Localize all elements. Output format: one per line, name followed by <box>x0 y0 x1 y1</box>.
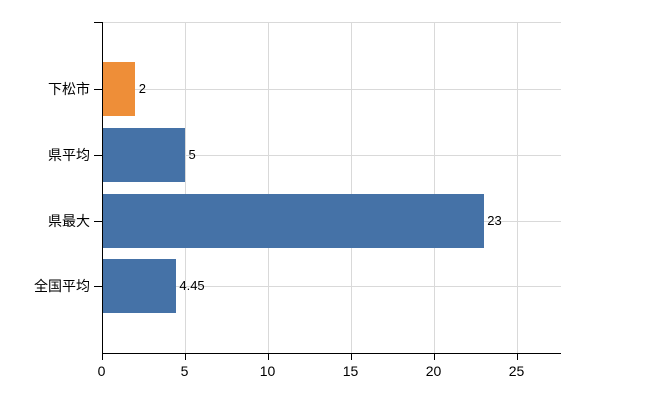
x-tick-label: 25 <box>508 363 525 379</box>
gridline-vertical <box>267 22 269 353</box>
bar-row <box>102 259 176 313</box>
y-tick-mark <box>93 286 102 287</box>
gridline-horizontal <box>101 155 561 156</box>
x-axis-line <box>101 353 561 354</box>
value-label: 4.45 <box>179 278 205 293</box>
y-tick-mark <box>93 155 102 156</box>
value-label: 23 <box>487 212 502 228</box>
bar-row <box>102 62 136 116</box>
value-label: 5 <box>188 147 196 162</box>
y-axis-line <box>101 22 103 360</box>
x-tick-label: 10 <box>259 363 276 379</box>
x-tick-label: 20 <box>425 363 442 379</box>
bar-row <box>102 193 484 248</box>
gridline-vertical <box>516 22 518 353</box>
x-tick-mark <box>184 353 186 360</box>
gridline-vertical <box>433 22 435 353</box>
gridline-vertical <box>184 22 186 353</box>
gridline-horizontal <box>101 286 561 287</box>
value-label: 2 <box>138 81 146 96</box>
category-label: 下松市 <box>48 81 90 97</box>
x-tick-mark <box>350 353 352 360</box>
x-tick-mark <box>516 353 518 360</box>
y-tick-mark <box>93 220 102 222</box>
y-tick-mark <box>93 89 102 90</box>
x-tick-mark <box>433 353 435 360</box>
bar-row <box>102 128 185 182</box>
category-label: 全国平均 <box>34 278 90 294</box>
y-tick-mark <box>93 22 102 23</box>
x-tick-label: 5 <box>180 363 189 379</box>
category-label: 県平均 <box>48 147 90 163</box>
x-tick-mark <box>267 353 269 360</box>
x-tick-label: 15 <box>342 363 359 379</box>
x-tick-mark <box>101 353 103 360</box>
category-label: 県最大 <box>48 212 90 229</box>
x-tick-label: 0 <box>97 363 106 379</box>
gridline-vertical <box>350 22 352 353</box>
gridline-horizontal <box>101 89 561 90</box>
plot-top-border <box>101 22 561 23</box>
